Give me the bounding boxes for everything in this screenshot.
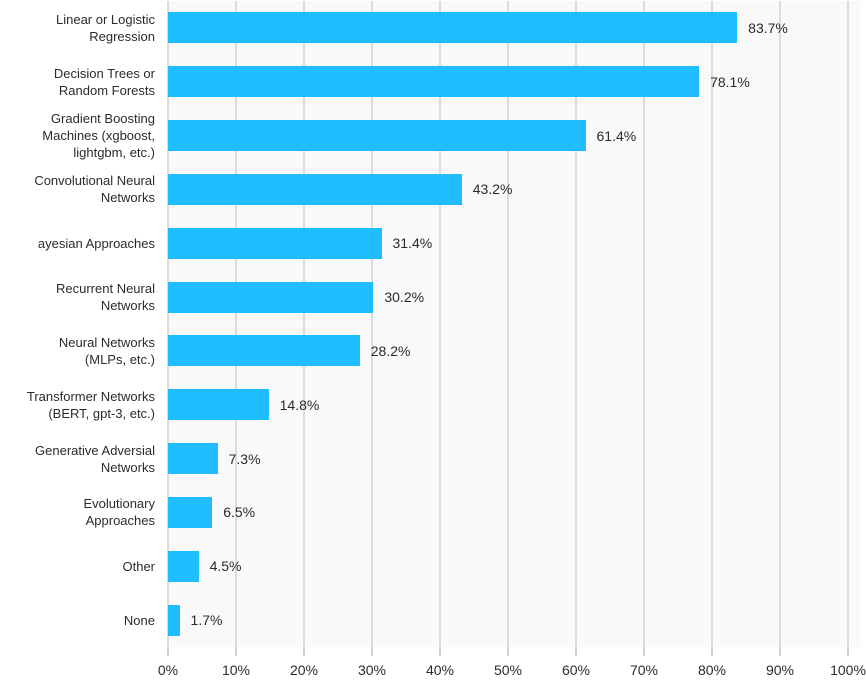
x-tick-label: 30% xyxy=(357,662,387,678)
bar-value-label: 43.2% xyxy=(472,181,513,198)
bar-row: 30.2% xyxy=(168,270,860,324)
category-axis: Linear or Logistic Regression Decision Tr… xyxy=(2,1,155,647)
bar-value-label: 7.3% xyxy=(228,450,261,467)
bar xyxy=(168,120,586,152)
gridline xyxy=(711,1,713,647)
gridline xyxy=(235,1,237,647)
bar xyxy=(168,66,700,98)
bar-value-label: 30.2% xyxy=(384,289,425,306)
x-tick-label: 20% xyxy=(289,662,319,678)
plot-area: 83.7% 78.1% 61.4% 43.2% 31.4% 30.2% 28.2% 14.8%… xyxy=(167,1,860,647)
category-label: Recurrent Neural Networks xyxy=(56,281,155,314)
bar-row: 61.4% xyxy=(168,109,860,163)
bar-value-label: 78.1% xyxy=(710,73,750,90)
bar-row: 1.7% xyxy=(168,593,860,647)
category-label: Convolutional Neural Networks xyxy=(34,173,155,206)
gridline xyxy=(371,1,373,647)
bar-value-label: 31.4% xyxy=(392,235,433,252)
x-tick-mark xyxy=(711,647,713,656)
x-tick-label: 40% xyxy=(425,662,455,678)
x-tick-label: 50% xyxy=(493,662,523,678)
gridline xyxy=(167,1,169,647)
bar-value-label: 1.7% xyxy=(190,612,223,629)
x-axis: 0% 10% 20% 30% 40% 50% 60% 70% 80% 90% 100% xyxy=(0,647,866,694)
bar xyxy=(168,389,269,421)
x-tick-mark xyxy=(303,647,305,656)
category-label: Transformer Networks (BERT, gpt-3, etc.) xyxy=(26,388,155,421)
bar-row: 78.1% xyxy=(168,55,860,109)
x-tick-label: 100% xyxy=(830,662,866,678)
x-tick-label: 10% xyxy=(221,662,251,678)
bar-row: 43.2% xyxy=(168,163,860,217)
x-tick-mark xyxy=(235,647,237,656)
category-label: Other xyxy=(122,558,155,574)
category-label: ayesian Approaches xyxy=(37,235,155,251)
bar xyxy=(168,227,382,259)
x-tick-mark xyxy=(371,647,373,656)
x-tick-mark xyxy=(643,647,645,656)
bar-value-label: 28.2% xyxy=(370,342,411,359)
x-tick-label: 90% xyxy=(765,662,795,678)
bar-row: 14.8% xyxy=(168,378,860,432)
gridline xyxy=(847,1,849,647)
bar-row: 4.5% xyxy=(168,539,860,593)
category-label: Decision Trees or Random Forests xyxy=(53,65,155,98)
bar xyxy=(168,281,374,313)
x-tick-mark xyxy=(439,647,441,656)
bar xyxy=(168,12,738,44)
x-tick-mark xyxy=(507,647,509,656)
x-tick-mark xyxy=(779,647,781,656)
bar-row: 6.5% xyxy=(168,486,860,540)
category-label: Neural Networks (MLPs, etc.) xyxy=(58,334,155,367)
bar-value-label: 6.5% xyxy=(223,504,256,521)
bar xyxy=(168,604,180,636)
x-tick-mark xyxy=(575,647,577,656)
bar-value-label: 4.5% xyxy=(209,558,242,575)
bar xyxy=(168,335,360,367)
bar-row: 7.3% xyxy=(168,432,860,486)
bar xyxy=(168,550,199,582)
category-label: Gradient Boosting Machines (xgboost, lig… xyxy=(42,111,155,161)
category-label: Linear or Logistic Regression xyxy=(56,11,155,44)
category-label: Evolutionary Approaches xyxy=(83,496,155,529)
bar xyxy=(168,443,218,475)
x-tick-label: 60% xyxy=(561,662,591,678)
gridline xyxy=(643,1,645,647)
x-tick-mark xyxy=(167,647,169,656)
bar-value-label: 14.8% xyxy=(279,396,320,413)
bar xyxy=(168,496,213,528)
category-label: None xyxy=(123,612,155,628)
bar-value-label: 61.4% xyxy=(596,127,637,144)
x-tick-label: 70% xyxy=(629,662,659,678)
bar-row: 31.4% xyxy=(168,216,860,270)
bar xyxy=(168,173,462,205)
x-tick-mark xyxy=(847,647,849,656)
bar-row: 83.7% xyxy=(168,1,860,55)
gridline xyxy=(303,1,305,647)
bar-row: 28.2% xyxy=(168,324,860,378)
x-tick-label: 0% xyxy=(157,662,179,678)
gridline xyxy=(575,1,577,647)
bar-value-label: 83.7% xyxy=(748,19,788,36)
gridline xyxy=(507,1,509,647)
x-tick-label: 80% xyxy=(697,662,727,678)
category-label: Generative Adversial Networks xyxy=(35,442,155,475)
gridline xyxy=(779,1,781,647)
gridline xyxy=(439,1,441,647)
